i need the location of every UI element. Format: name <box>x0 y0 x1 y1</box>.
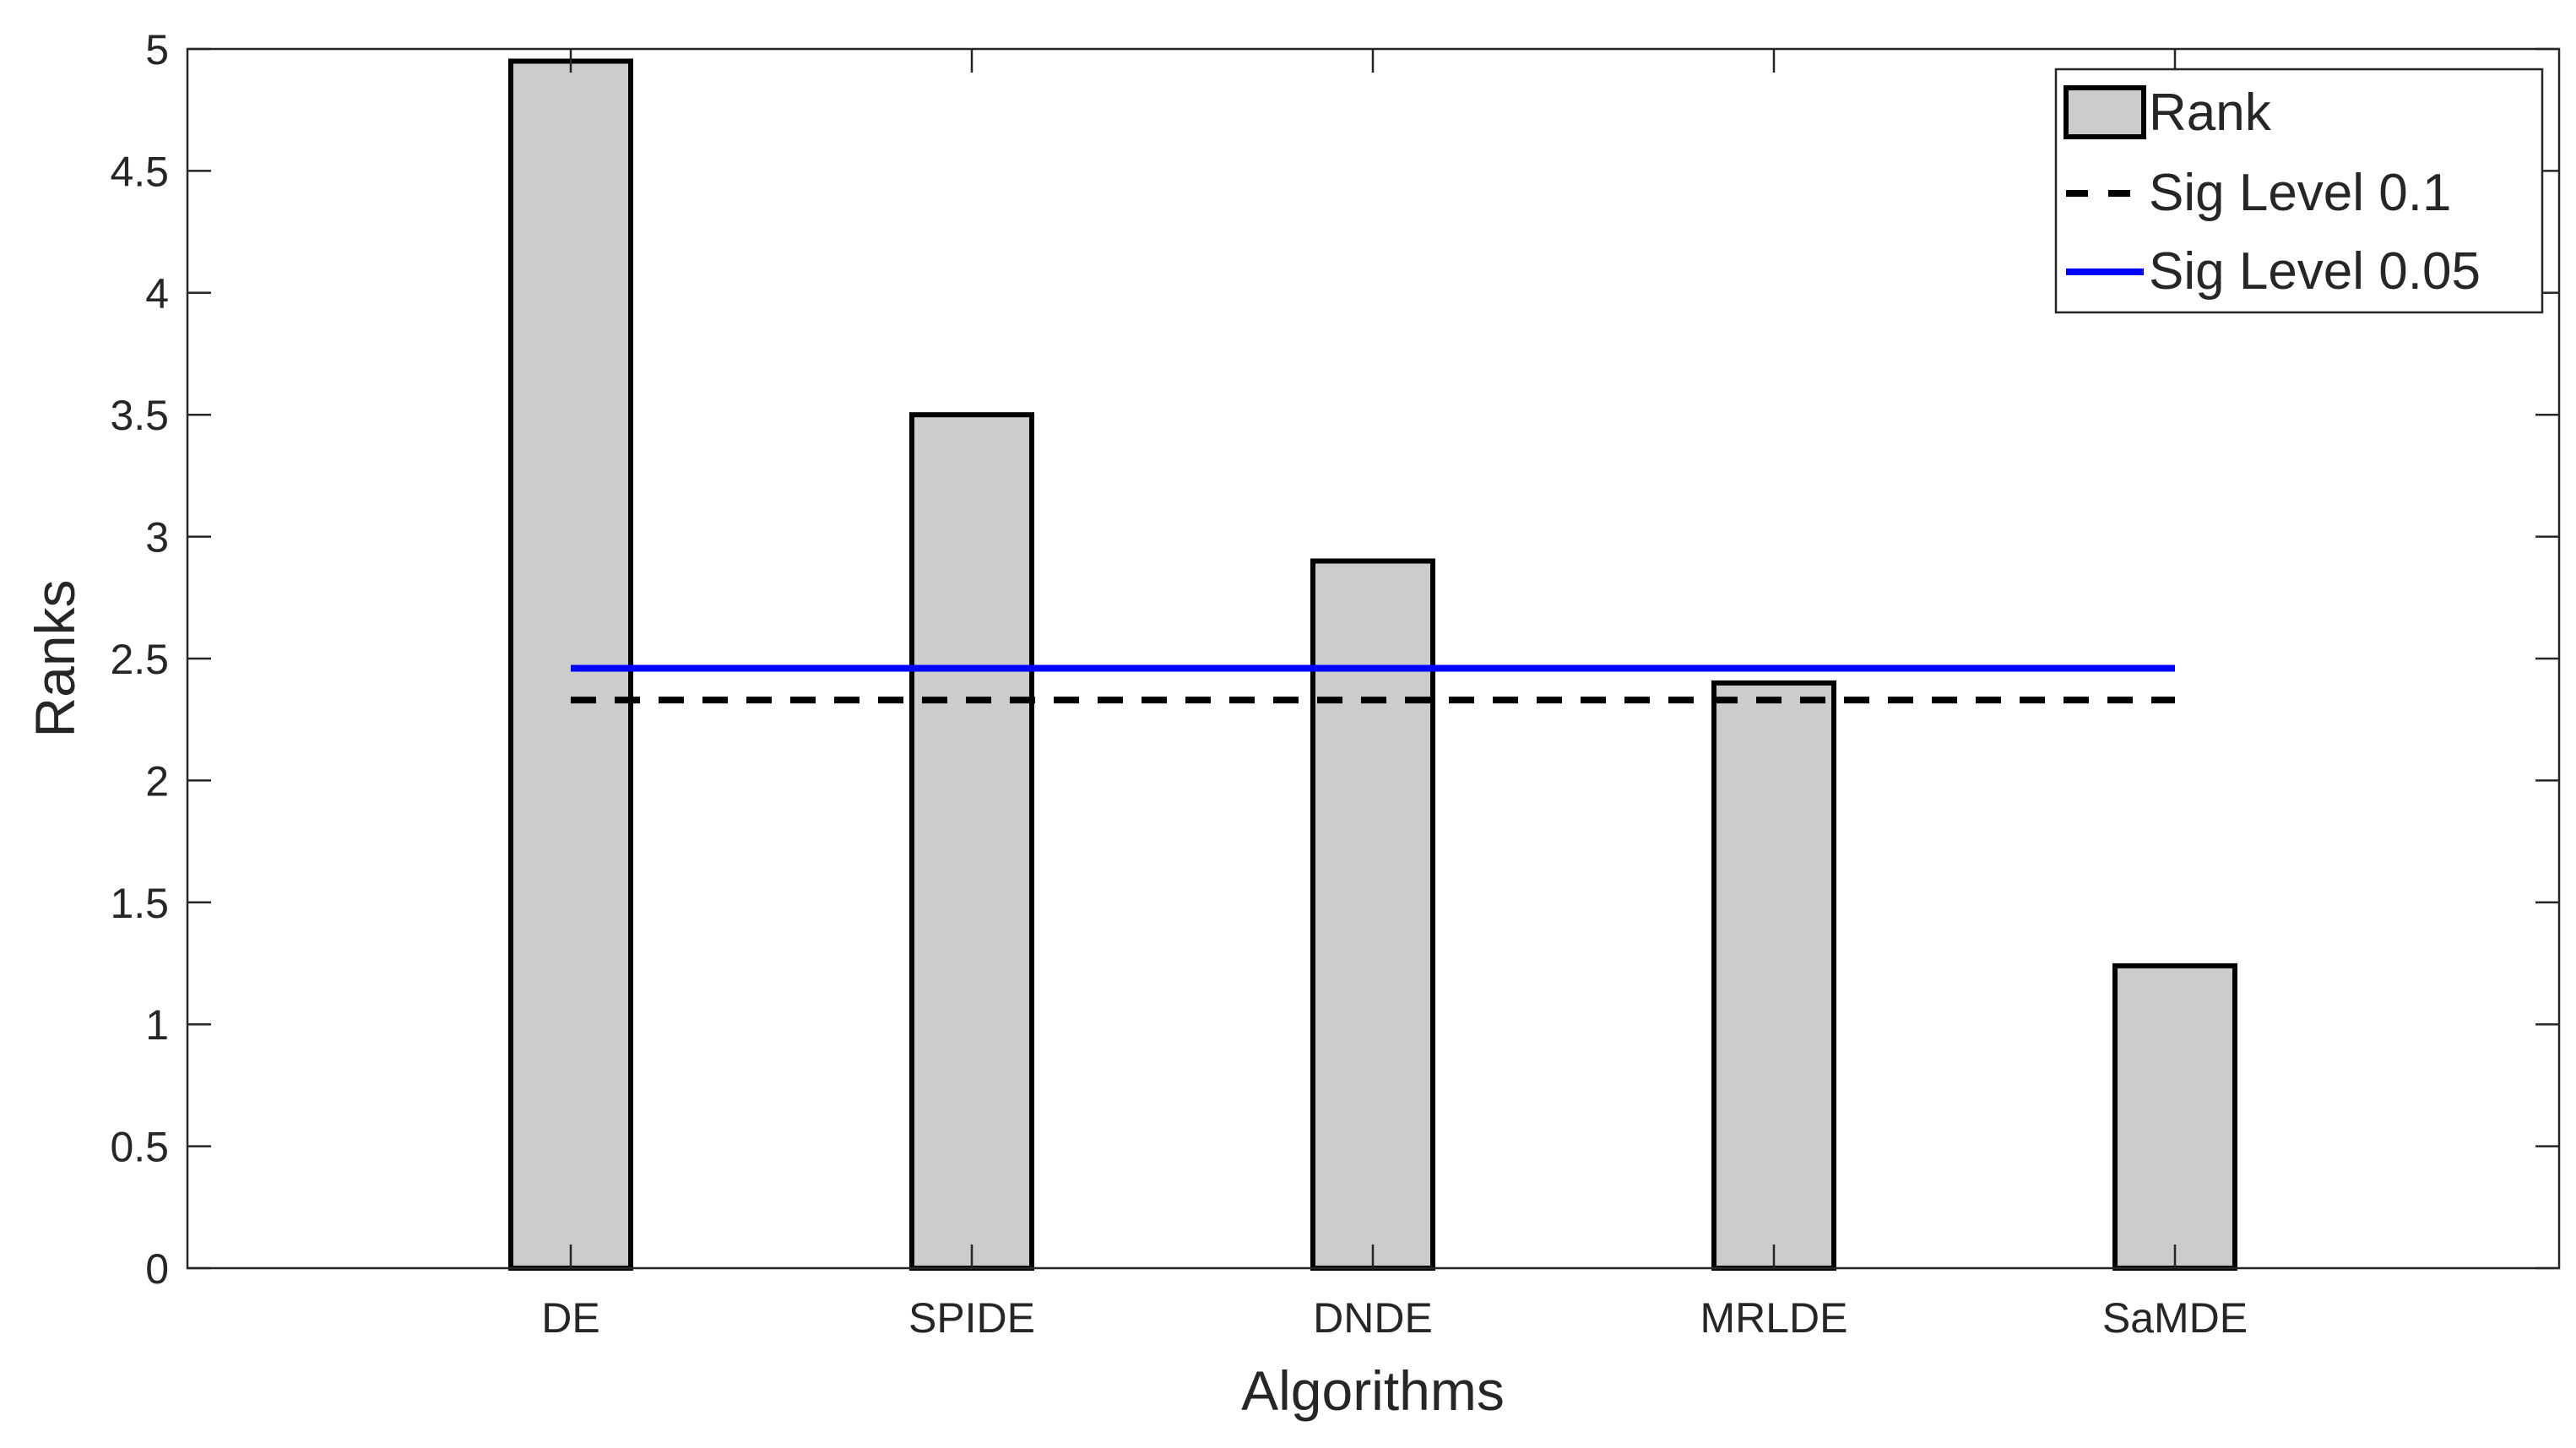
x-tick-label: DE <box>541 1294 599 1342</box>
legend-swatch-rank <box>2064 85 2146 139</box>
x-tick-label: DNDE <box>1313 1294 1433 1342</box>
legend-label-sig-01: Sig Level 0.1 <box>2149 164 2451 222</box>
x-tick-label: SPIDE <box>908 1294 1035 1342</box>
y-axis-title: Ranks <box>24 579 86 737</box>
y-tick-label: 1.5 <box>110 880 169 927</box>
x-axis-title: Algorithms <box>1241 1359 1505 1422</box>
reference-lines-group <box>571 664 2175 704</box>
x-axis-ticks: DE SPIDE DNDE MRLDE SaMDE <box>541 49 2248 1342</box>
y-tick-label: 0.5 <box>110 1124 169 1171</box>
legend-label-rank: Rank <box>2149 84 2272 142</box>
y-tick-label: 3.5 <box>110 392 169 439</box>
y-tick-label: 1 <box>145 1001 169 1049</box>
y-tick-label: 5 <box>145 26 169 73</box>
y-axis-ticks: 0 0.5 1 1.5 2 2.5 3 3.5 4 4.5 5 <box>110 26 2559 1293</box>
y-tick-label: 4.5 <box>110 148 169 195</box>
x-tick-label: SaMDE <box>2102 1294 2248 1342</box>
legend-label-sig-005: Sig Level 0.05 <box>2149 242 2481 301</box>
y-tick-label: 2 <box>145 757 169 805</box>
bars-group <box>508 58 2237 1272</box>
y-tick-label: 0 <box>145 1245 169 1293</box>
y-tick-label: 3 <box>145 514 169 561</box>
y-tick-label: 2.5 <box>110 636 169 683</box>
legend: Rank Sig Level 0.1 Sig Level 0.05 <box>2054 68 2544 314</box>
bar-de <box>508 58 633 1272</box>
y-tick-label: 4 <box>145 270 169 317</box>
bar-samde <box>2112 963 2237 1271</box>
bar-spide <box>909 412 1034 1271</box>
x-tick-label: MRLDE <box>1700 1294 1847 1342</box>
bar-mrlde <box>1711 680 1836 1271</box>
bar-dnde <box>1310 558 1435 1271</box>
